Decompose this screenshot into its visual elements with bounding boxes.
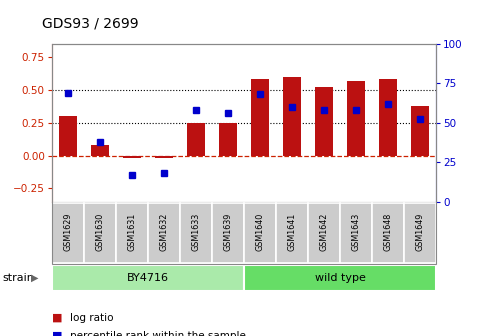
Text: GSM1649: GSM1649 xyxy=(416,212,425,251)
Text: GSM1630: GSM1630 xyxy=(95,212,105,251)
Bar xyxy=(148,203,180,262)
Bar xyxy=(84,203,116,262)
Bar xyxy=(404,203,436,262)
Text: GSM1629: GSM1629 xyxy=(63,212,72,251)
Bar xyxy=(123,156,141,158)
Bar xyxy=(316,87,333,156)
Bar xyxy=(340,203,372,262)
Text: strain: strain xyxy=(2,273,35,283)
Bar xyxy=(59,116,76,156)
Bar xyxy=(348,81,365,156)
Bar xyxy=(372,203,404,262)
Text: GSM1648: GSM1648 xyxy=(384,212,393,251)
Bar xyxy=(308,203,340,262)
Text: GSM1639: GSM1639 xyxy=(223,212,233,251)
Text: GDS93 / 2699: GDS93 / 2699 xyxy=(42,16,139,30)
Text: GSM1640: GSM1640 xyxy=(255,212,265,251)
Bar xyxy=(276,203,308,262)
Bar xyxy=(187,123,205,156)
Bar xyxy=(412,106,429,156)
Text: percentile rank within the sample: percentile rank within the sample xyxy=(70,331,246,336)
Text: ■: ■ xyxy=(52,331,62,336)
Bar xyxy=(212,203,244,262)
Text: GSM1632: GSM1632 xyxy=(159,212,169,251)
Text: GSM1641: GSM1641 xyxy=(287,212,297,251)
Text: GSM1633: GSM1633 xyxy=(191,212,201,251)
Bar xyxy=(155,156,173,158)
Bar xyxy=(219,123,237,156)
Text: GSM1631: GSM1631 xyxy=(127,212,137,251)
Bar xyxy=(244,203,276,262)
Bar xyxy=(91,145,108,156)
Text: wild type: wild type xyxy=(315,273,366,283)
Text: ■: ■ xyxy=(52,312,62,323)
Bar xyxy=(251,79,269,156)
Bar xyxy=(52,265,244,291)
Text: GSM1643: GSM1643 xyxy=(352,212,361,251)
Text: log ratio: log ratio xyxy=(70,312,114,323)
Bar xyxy=(116,203,148,262)
Bar xyxy=(52,203,84,262)
Bar xyxy=(180,203,212,262)
Text: BY4716: BY4716 xyxy=(127,273,169,283)
Text: GSM1642: GSM1642 xyxy=(319,212,329,251)
Text: ▶: ▶ xyxy=(31,273,38,283)
Bar xyxy=(283,77,301,156)
Bar xyxy=(244,265,436,291)
Bar xyxy=(380,79,397,156)
